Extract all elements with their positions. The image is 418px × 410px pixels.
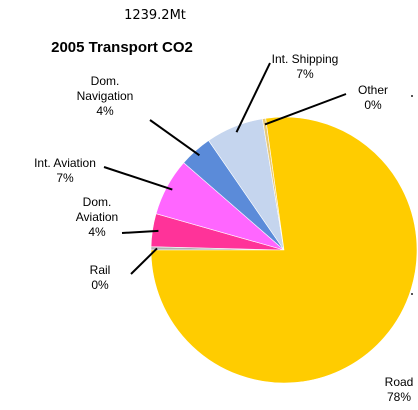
leader-line [264,93,347,126]
leader-line [235,62,271,133]
slice-label: Dom. Aviation 4% [76,195,118,239]
pie-slice [150,116,418,384]
slice-label: Road 78% [385,375,414,404]
leader-lines [103,62,347,275]
leader-line [149,119,200,157]
leader-line [130,247,158,275]
slice-labels: Rail 0% Dom. Aviation 4% Int. Aviation 7% Dom. N… [34,52,413,404]
leader-line [103,166,173,191]
chart-title: 2005 Transport CO2 [51,39,193,56]
edge-mark [411,293,413,295]
leader-line [121,229,159,234]
total-emissions-label: 1239.2Mt [124,8,186,23]
pie-slices [150,116,418,384]
slice-label: Other 0% [358,83,388,112]
slice-label: Dom. Navigation 4% [77,74,134,118]
edge-mark [411,95,413,97]
slice-label: Rail 0% [90,263,111,292]
slice-label: Int. Aviation 7% [34,156,96,185]
slice-label: Int. Shipping 7% [272,52,339,81]
